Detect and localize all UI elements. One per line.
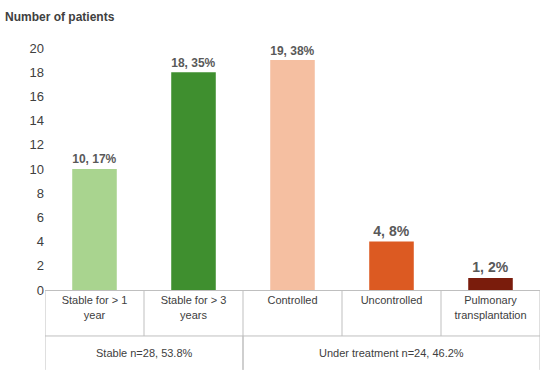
svg-text:18: 18 [30,65,44,80]
svg-text:Stable n=28, 53.8%: Stable n=28, 53.8% [96,347,193,359]
svg-text:19, 38%: 19, 38% [270,44,314,58]
svg-text:10: 10 [30,162,44,177]
svg-text:2: 2 [37,258,44,273]
svg-text:1, 2%: 1, 2% [472,259,508,275]
svg-text:Under treatment n=24, 46.2%: Under treatment n=24, 46.2% [319,347,464,359]
svg-text:10, 17%: 10, 17% [72,152,116,166]
svg-text:Stable for > 3years: Stable for > 3years [161,294,227,320]
svg-text:Stable for > 1year: Stable for > 1year [62,294,128,320]
svg-text:4: 4 [37,234,44,249]
svg-text:20: 20 [30,41,44,56]
svg-text:Uncontrolled: Uncontrolled [361,294,423,306]
svg-text:4, 8%: 4, 8% [373,223,409,239]
svg-text:12: 12 [30,137,44,152]
svg-text:16: 16 [30,89,44,104]
svg-text:14: 14 [30,113,44,128]
svg-text:Pulmonarytransplantation: Pulmonarytransplantation [454,294,526,320]
svg-text:Number of patients: Number of patients [5,10,115,24]
svg-text:0: 0 [37,283,44,298]
svg-text:Controlled: Controlled [267,294,317,306]
svg-text:8: 8 [37,186,44,201]
svg-text:18, 35%: 18, 35% [171,56,215,70]
svg-text:6: 6 [37,210,44,225]
